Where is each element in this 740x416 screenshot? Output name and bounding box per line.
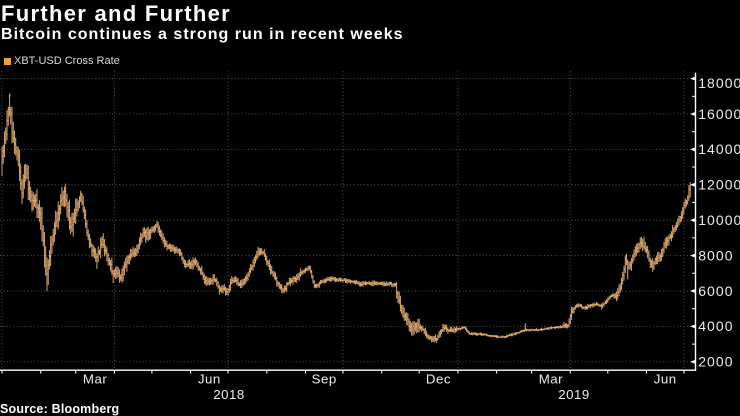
svg-text:2018: 2018 bbox=[213, 387, 245, 402]
svg-text:Mar: Mar bbox=[539, 372, 563, 387]
svg-text:Jun: Jun bbox=[198, 372, 221, 387]
svg-text:10000: 10000 bbox=[698, 212, 740, 228]
svg-text:16000: 16000 bbox=[698, 106, 740, 122]
svg-text:Mar: Mar bbox=[83, 372, 107, 387]
svg-text:12000: 12000 bbox=[698, 177, 740, 193]
svg-text:4000: 4000 bbox=[698, 318, 733, 334]
svg-text:Sep: Sep bbox=[312, 372, 337, 387]
svg-text:Dec: Dec bbox=[426, 372, 451, 387]
svg-text:2000: 2000 bbox=[698, 354, 733, 370]
svg-text:14000: 14000 bbox=[698, 141, 740, 157]
svg-text:8000: 8000 bbox=[698, 247, 733, 263]
svg-text:6000: 6000 bbox=[698, 283, 733, 299]
svg-text:Jun: Jun bbox=[654, 372, 677, 387]
svg-text:18000: 18000 bbox=[698, 75, 740, 91]
svg-text:2019: 2019 bbox=[558, 387, 590, 402]
